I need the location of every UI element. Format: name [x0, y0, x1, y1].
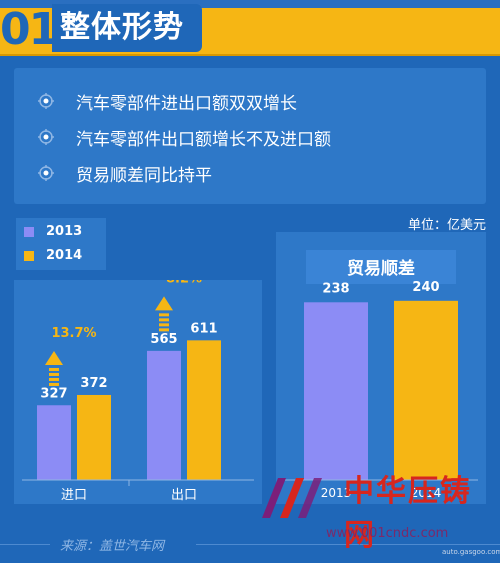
legend-label: 2013: [46, 224, 83, 239]
surplus-title-box: [306, 250, 456, 284]
trade-bar-chart: 327 372 13.7% 进口 565 611 8.2% 出口: [22, 280, 254, 503]
divider: [196, 544, 500, 545]
bar-2013: [304, 302, 368, 480]
data-label: 238: [322, 281, 349, 296]
bar-2014: [77, 394, 111, 480]
summary-text: 汽车零部件出口额增长不及进口额: [76, 129, 331, 150]
watermark-url: www.001cndc.com: [326, 526, 449, 541]
watermark-logo: [262, 478, 322, 518]
source-label: 来源：盖世汽车网: [60, 539, 165, 554]
watermark-sub: auto.gasgoo.com: [442, 548, 500, 556]
unit-label: 单位：亿美元: [407, 218, 486, 233]
surplus-chart-panel: 贸易顺差 238 2013 240 2014: [276, 232, 486, 504]
bar-2013: [147, 350, 181, 480]
growth-arrow-icon: [155, 296, 173, 311]
growth-arrow-stripe: [159, 328, 169, 332]
footer: 来源：盖世汽车网: [0, 525, 500, 563]
summary-item: 汽车零部件出口额增长不及进口额: [38, 122, 331, 152]
growth-arrow-stripe: [49, 382, 59, 386]
divider: [0, 544, 50, 545]
summary-text: 汽车零部件进出口额双双增长: [76, 93, 297, 114]
growth-arrow-stripe: [49, 372, 59, 376]
watermark: 中华压铸网 www.001cndc.com auto.gasgoo.com: [256, 466, 500, 563]
category-label: 出口: [171, 488, 197, 503]
bar-2013: [37, 405, 71, 480]
legend-item-2014: 2014: [24, 248, 82, 263]
crosshair-icon: [38, 93, 54, 109]
legend-swatch: [24, 226, 34, 237]
category-label: 进口: [61, 488, 87, 503]
data-label: 327: [40, 386, 67, 401]
section-number: 01: [0, 4, 59, 55]
growth-arrow-icon: [45, 350, 63, 365]
crosshair-icon: [38, 129, 54, 145]
title-background: [52, 4, 202, 52]
watermark-brand: 中华压铸网: [344, 474, 472, 553]
header: 01 整体形势: [0, 0, 500, 56]
legend-swatch: [24, 250, 34, 261]
growth-arrow-stripe: [159, 318, 169, 322]
growth-arrow-stripe: [49, 377, 59, 381]
summary-item: 贸易顺差同比持平: [38, 158, 212, 188]
category-label: 2013: [321, 486, 352, 500]
chart-title: 贸易顺差: [347, 258, 415, 279]
data-label: 565: [150, 332, 177, 347]
legend-label: 2014: [46, 248, 83, 263]
category-label: 2014: [411, 486, 442, 500]
legend-item-2013: 2013: [24, 224, 82, 239]
summary-panel: 汽车零部件进出口额双双增长 汽车零部件出口额增长不及进口额 贸易顺差同比持平: [14, 68, 486, 204]
surplus-bar-chart: 贸易顺差 238 2013 240 2014: [284, 250, 478, 500]
page-title: 整体形势: [60, 10, 184, 45]
summary-item: 汽车零部件进出口额双双增长: [38, 86, 297, 116]
trade-chart-panel: 327 372 13.7% 进口 565 611 8.2% 出口: [14, 280, 262, 504]
data-label: 611: [190, 321, 217, 336]
crosshair-icon: [38, 165, 54, 181]
legend: 2013 2014: [16, 218, 106, 270]
growth-arrow-stripe: [159, 323, 169, 327]
growth-label: 8.2%: [166, 280, 202, 286]
bar-2014: [394, 300, 458, 480]
summary-text: 贸易顺差同比持平: [76, 165, 212, 186]
growth-label: 13.7%: [51, 326, 96, 341]
data-label: 372: [80, 376, 107, 391]
data-label: 240: [412, 280, 439, 295]
growth-arrow-stripe: [159, 313, 169, 317]
growth-arrow-stripe: [49, 367, 59, 371]
bar-2014: [187, 340, 221, 480]
